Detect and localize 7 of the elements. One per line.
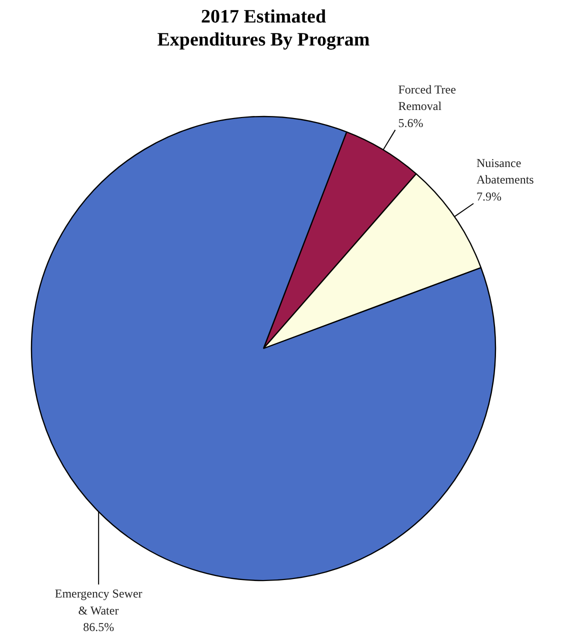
data-label: 86.5% [83,620,114,634]
slice-label: Nuisance Abatements [476,156,534,187]
data-label: 5.6% [398,116,424,130]
chart-title: 2017 Estimated Expenditures By Program [157,6,370,51]
slice-label: Forced Tree Removal [398,82,456,114]
slice-label: Emergency Sewer & Water [54,586,142,618]
data-label: 7.9% [476,190,502,204]
